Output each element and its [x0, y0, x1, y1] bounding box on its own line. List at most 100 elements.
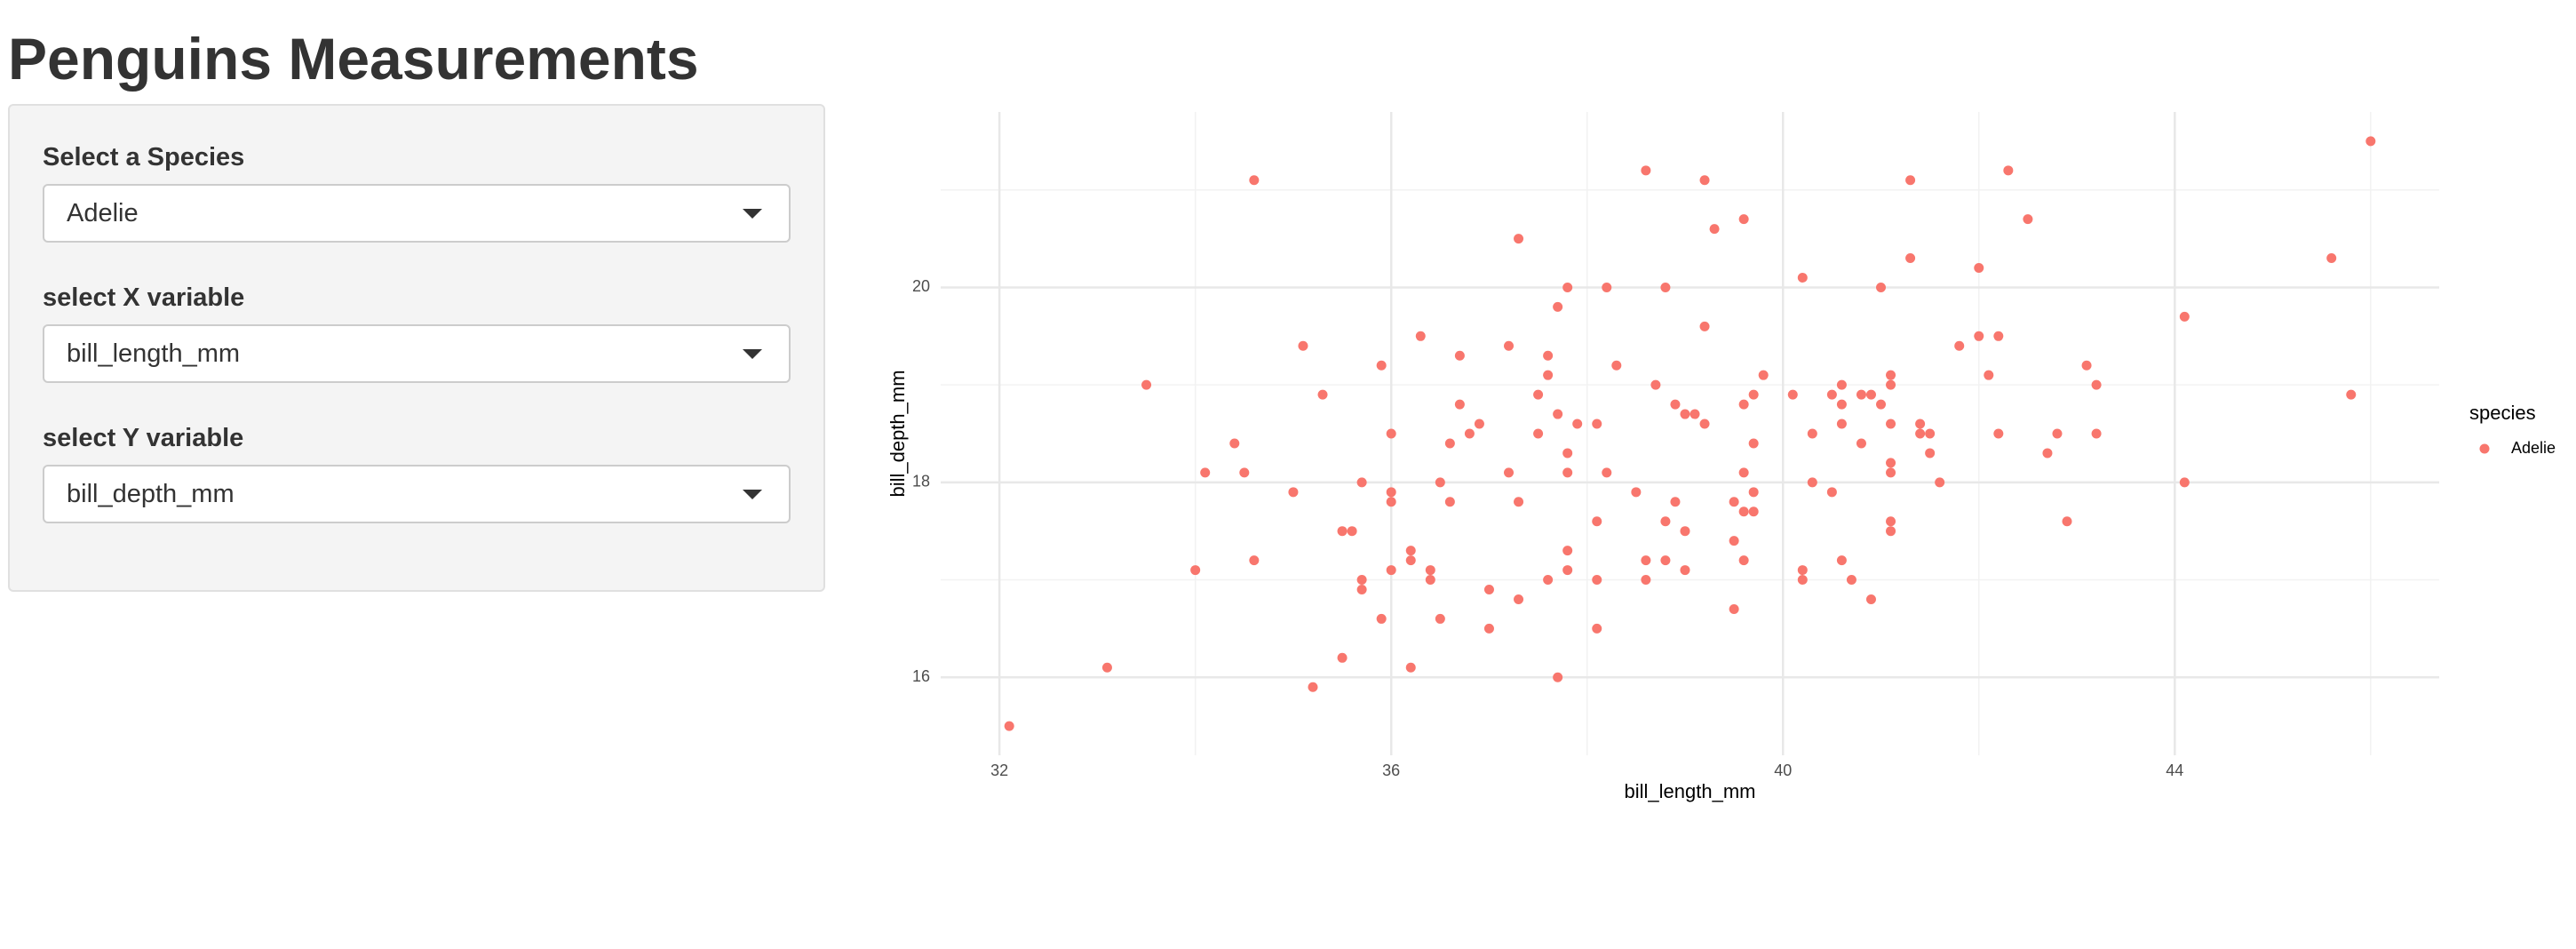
- point: [1758, 370, 1769, 380]
- point: [2179, 477, 2190, 488]
- point: [1865, 594, 1876, 604]
- x-select[interactable]: bill_length_mm: [43, 324, 791, 383]
- point: [1886, 458, 1896, 468]
- caret: [743, 209, 762, 219]
- point: [1249, 555, 1260, 566]
- point: [1641, 165, 1651, 176]
- point: [1787, 389, 1798, 400]
- point: [1738, 399, 1749, 410]
- point: [1425, 575, 1435, 586]
- point: [1886, 467, 1896, 478]
- point: [1435, 613, 1445, 624]
- point: [1004, 721, 1014, 731]
- chart: 32 36 40 44 16 18 20 bill_length_mm bill_depth_m…: [886, 112, 2556, 802]
- point: [1611, 360, 1622, 371]
- point: [1288, 487, 1299, 498]
- point: [1317, 389, 1328, 400]
- y-tick-label: 20: [912, 277, 930, 295]
- point: [1641, 555, 1651, 566]
- point: [2062, 516, 2072, 527]
- point: [1356, 575, 1367, 586]
- point: [1738, 506, 1749, 517]
- legend-label: Adelie: [2511, 439, 2556, 457]
- point: [1386, 497, 1396, 507]
- point: [1886, 370, 1896, 380]
- point: [1405, 555, 1416, 566]
- point: [1670, 399, 1681, 410]
- x-tick-label: 40: [1774, 762, 1792, 779]
- point: [1856, 389, 1866, 400]
- point: [1650, 379, 1661, 390]
- point: [1553, 672, 1563, 682]
- x-tick-label: 36: [1382, 762, 1400, 779]
- point: [1738, 214, 1749, 225]
- x-tick-label: 44: [2166, 762, 2183, 779]
- point: [1729, 497, 1739, 507]
- point: [1699, 175, 1710, 186]
- point: [2003, 165, 2014, 176]
- point: [1660, 282, 1671, 292]
- point: [1699, 419, 1710, 429]
- caret: [743, 349, 762, 359]
- point: [1386, 428, 1396, 439]
- point: [1425, 565, 1435, 576]
- point: [1592, 623, 1602, 634]
- point: [1405, 662, 1416, 673]
- point: [1405, 546, 1416, 556]
- point: [1641, 575, 1651, 586]
- point: [1738, 555, 1749, 566]
- point: [1101, 662, 1112, 673]
- species-select[interactable]: Adelie: [43, 184, 791, 243]
- point: [1504, 340, 1515, 351]
- point: [2023, 214, 2033, 225]
- control-label: select X variable: [43, 283, 245, 312]
- point: [1229, 438, 1240, 449]
- point: [1974, 263, 1984, 274]
- point: [2179, 311, 2190, 322]
- point: [1797, 272, 1808, 283]
- point: [1454, 399, 1465, 410]
- point: [1572, 419, 1583, 429]
- point: [1562, 467, 1573, 478]
- point: [1836, 555, 1847, 566]
- point: [1337, 526, 1348, 537]
- caret: [743, 490, 762, 499]
- point: [2052, 428, 2063, 439]
- point: [1504, 467, 1515, 478]
- point: [1807, 477, 1817, 488]
- y-select[interactable]: bill_depth_mm: [43, 465, 791, 523]
- point: [1298, 340, 1308, 351]
- legend-title: species: [2469, 402, 2536, 424]
- point: [1562, 448, 1573, 459]
- page-title: Penguins Measurements: [8, 26, 699, 92]
- control-label: select Y variable: [43, 424, 244, 452]
- point: [1954, 340, 1965, 351]
- point: [1680, 565, 1690, 576]
- point: [1356, 477, 1367, 488]
- point: [1660, 516, 1671, 527]
- point: [2081, 360, 2092, 371]
- legend-marker: [2479, 443, 2490, 454]
- point: [1356, 585, 1367, 595]
- point: [1680, 526, 1690, 537]
- point: [1631, 487, 1642, 498]
- point: [1807, 428, 1817, 439]
- point: [1562, 565, 1573, 576]
- point: [1337, 652, 1348, 663]
- point: [1905, 175, 1916, 186]
- point: [1709, 224, 1720, 235]
- point: [1690, 409, 1700, 419]
- point: [1200, 467, 1211, 478]
- x-axis-title: bill_length_mm: [1625, 780, 1756, 802]
- point: [1483, 585, 1494, 595]
- point: [1925, 448, 1936, 459]
- point: [1826, 487, 1837, 498]
- point: [1543, 370, 1554, 380]
- point: [1592, 419, 1602, 429]
- point: [1602, 282, 1612, 292]
- point: [1444, 497, 1455, 507]
- point: [1249, 175, 1260, 186]
- point: [1699, 321, 1710, 331]
- point: [1915, 419, 1926, 429]
- point: [1748, 506, 1759, 517]
